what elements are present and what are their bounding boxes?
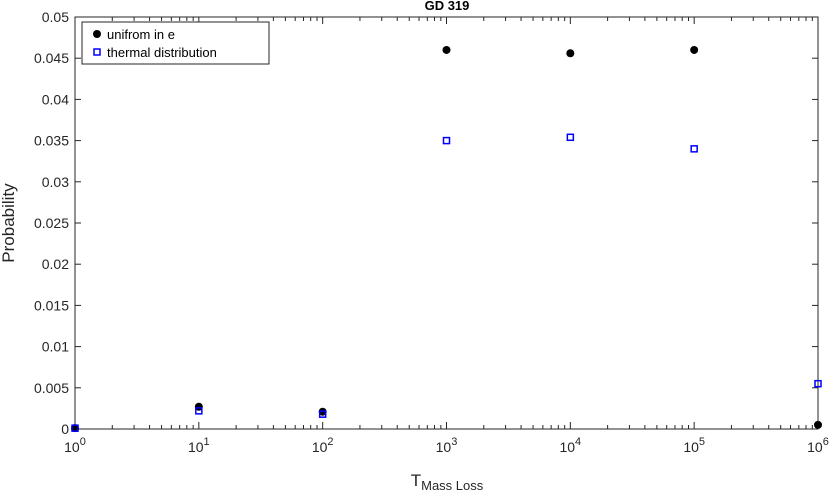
data-point-series-0 [566,49,575,58]
data-point-series-1 [690,145,698,153]
y-tick-label: 0 [61,421,69,437]
legend: unifrom in e thermal distribution [81,21,270,65]
data-point-series-0 [442,45,451,54]
y-tick-label: 0.025 [34,215,69,231]
x-axis-label: TMass Loss [411,471,484,490]
data-markers [71,45,822,433]
legend-label-unifrom-in-e: unifrom in e [107,27,175,42]
x-tick-label: 100 [64,436,86,455]
chart-title: GD 319 [425,0,470,13]
data-point-series-1 [814,379,822,388]
plot-area [74,16,819,430]
data-point-series-0 [194,402,203,411]
x-tick-label: 105 [683,436,705,455]
y-tick-label: 0.04 [42,91,69,107]
x-tick-labels: 100 101 102 103 104 105 106 [64,436,829,455]
data-point-series-0 [71,424,79,433]
legend-marker-thermal-distribution [93,48,101,56]
axis-ticks [74,16,819,430]
y-tick-label: 0.02 [42,256,69,272]
y-tick-label: 0.035 [34,133,69,149]
data-point-series-1 [318,410,327,418]
y-tick-label: 0.005 [34,380,69,396]
y-tick-labels: 0 0.005 0.01 0.015 0.02 0.025 0.03 0.035 0.04 0.0… [34,9,69,437]
legend-box [81,21,270,65]
data-point-series-1 [566,133,575,142]
x-tick-label: 102 [312,436,334,455]
y-axis-label: Probability [0,183,18,263]
y-tick-label: 0.015 [34,297,69,313]
y-tick-label: 0.05 [42,9,69,25]
x-axis-label-main: T [411,471,421,490]
legend-label-thermal-distribution: thermal distribution [107,45,217,60]
y-tick-label: 0.03 [42,174,69,190]
x-tick-label: 103 [436,436,458,455]
data-point-series-1 [195,407,203,415]
x-axis-label-subscript: Mass Loss [421,478,484,490]
data-point-series-1 [442,136,451,145]
x-tick-label: 106 [807,436,829,455]
data-point-series-0 [690,45,699,54]
y-tick-label: 0.045 [34,50,69,66]
data-point-series-1 [71,424,79,432]
y-tick-label: 0.01 [42,339,69,355]
x-tick-label: 104 [559,436,581,455]
data-point-series-0 [814,420,822,429]
legend-marker-unifrom-in-e [93,30,101,38]
x-tick-label: 101 [188,436,210,455]
